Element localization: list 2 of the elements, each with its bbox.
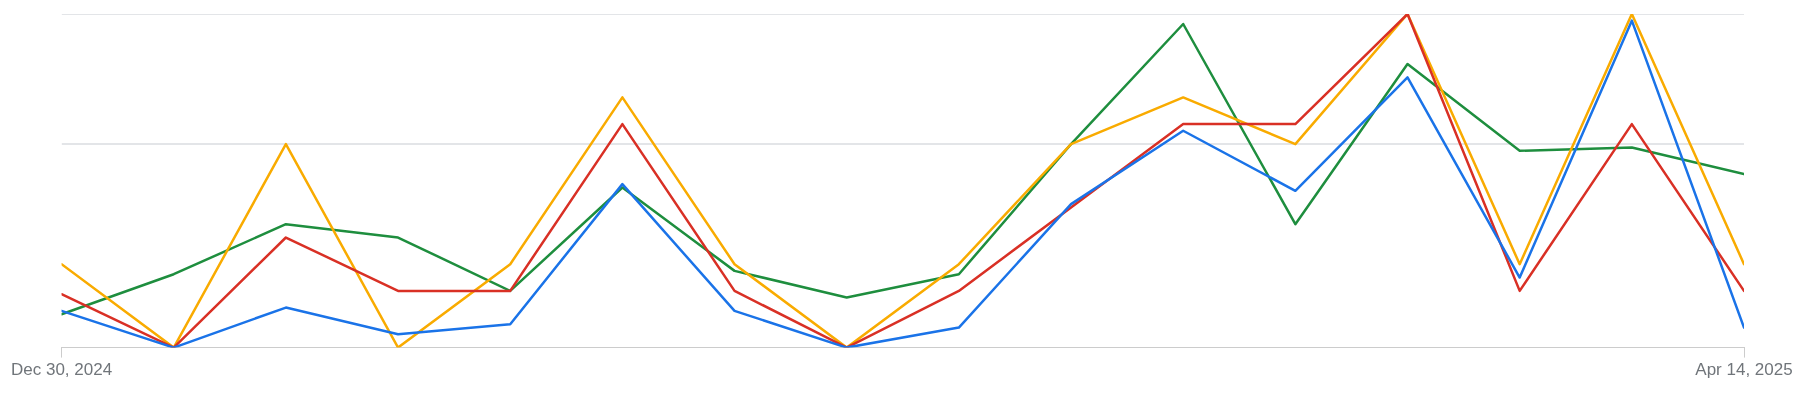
- x-tick-label: Dec 30, 2024: [10, 360, 113, 380]
- x-tick-label: Apr 14, 2025: [1695, 360, 1793, 380]
